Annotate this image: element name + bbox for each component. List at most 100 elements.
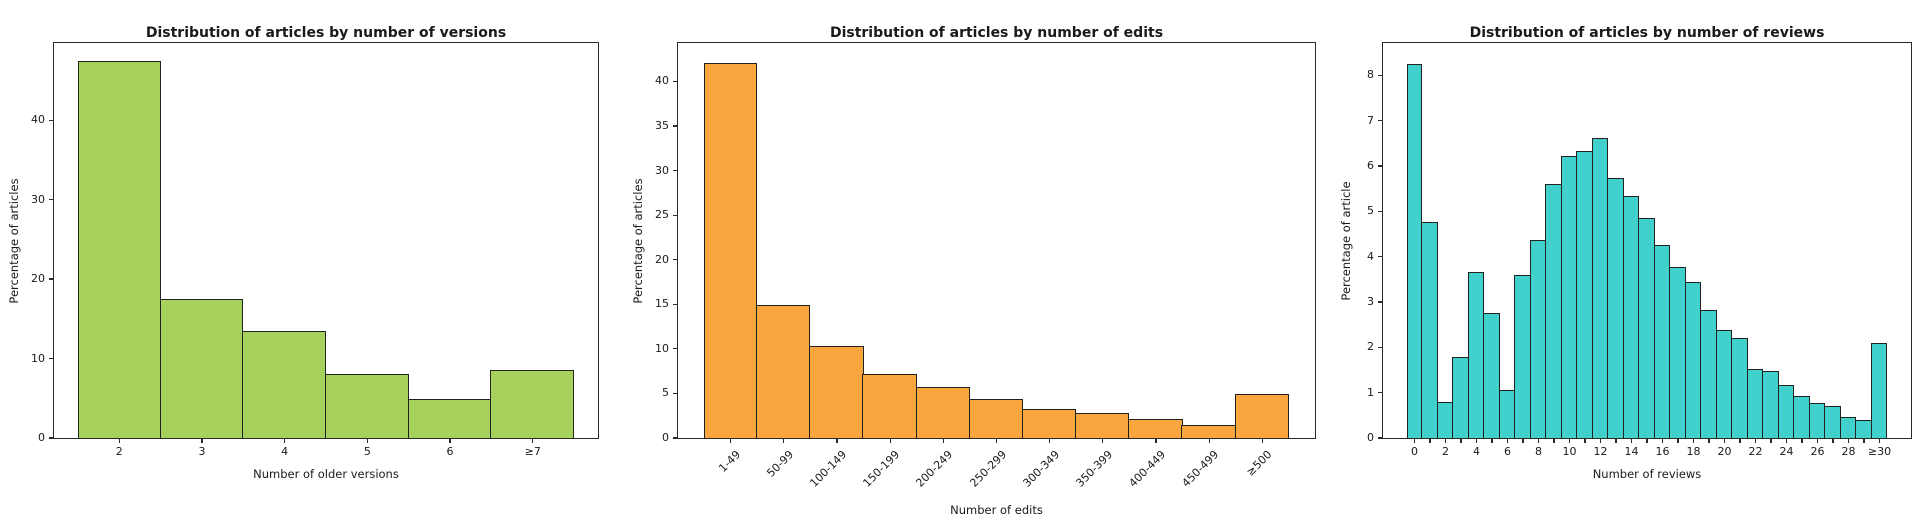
x-tick-mark xyxy=(1261,438,1263,443)
x-tick-mark xyxy=(1816,438,1819,443)
plot-area: 0 10 20 30 40 2 3 4 5 6 ≥7 xyxy=(31,42,599,458)
x-tick-mark xyxy=(942,438,944,443)
x-tick-label: 100-149 xyxy=(807,448,850,490)
y-tick-mark xyxy=(1378,301,1383,303)
x-tick-label: 22 xyxy=(1748,445,1763,458)
plot-area: 0 5 10 15 20 25 30 35 40 1-49 50-99 100-149 150-199 2… xyxy=(655,42,1316,490)
x-tick-mark xyxy=(118,438,120,443)
y-axis-label: Percentage of article xyxy=(1339,180,1353,301)
x-tick-mark xyxy=(783,438,785,443)
x-tick-label: 300-349 xyxy=(1020,448,1062,490)
bar xyxy=(77,60,161,438)
x-tick-label: 450-499 xyxy=(1179,448,1222,490)
bar xyxy=(490,370,575,438)
x-tick-label: 12 xyxy=(1593,445,1608,458)
y-tick-label: 20 xyxy=(31,272,45,286)
x-tick-mark xyxy=(1754,438,1757,443)
bar xyxy=(1808,403,1826,438)
bar xyxy=(1483,312,1500,438)
bar xyxy=(242,330,326,438)
bar xyxy=(1638,218,1655,438)
chart-title: Distribution of articles by number of ve… xyxy=(145,24,507,41)
y-tick-label: 20 xyxy=(655,252,669,266)
y-tick-label: 40 xyxy=(31,113,45,127)
x-tick-label: 18 xyxy=(1686,445,1701,458)
y-tick-label: 35 xyxy=(655,118,669,132)
chart-versions: Distribution of articles by number of ve… xyxy=(7,25,599,481)
bar xyxy=(1436,401,1454,438)
bar xyxy=(704,62,758,438)
y-tick-mark xyxy=(673,169,678,172)
x-tick-mark xyxy=(889,438,891,443)
x-tick-mark xyxy=(1785,438,1788,443)
y-tick-label: 10 xyxy=(655,341,669,355)
chart-title: Distribution of articles by number of re… xyxy=(1469,24,1825,41)
x-tick-mark xyxy=(1832,438,1834,443)
y-tick-mark xyxy=(1378,437,1383,439)
bar xyxy=(1684,282,1702,438)
x-tick-label: 14 xyxy=(1624,445,1639,458)
y-tick-label: 2 xyxy=(1367,340,1374,354)
bar xyxy=(1669,267,1686,438)
bar xyxy=(1421,221,1438,438)
x-tick-mark xyxy=(1049,438,1051,443)
bar xyxy=(1731,338,1748,438)
bar xyxy=(968,398,1024,438)
x-tick-mark xyxy=(1708,438,1710,443)
bar xyxy=(1576,150,1593,438)
x-tick-mark xyxy=(1553,438,1555,443)
bar xyxy=(1075,413,1130,438)
y-tick-label: 5 xyxy=(1367,204,1374,218)
y-tick-label: 7 xyxy=(1367,113,1374,127)
x-tick-mark xyxy=(1208,438,1210,443)
y-tick-label: 40 xyxy=(655,74,669,88)
bar xyxy=(1545,183,1562,438)
x-tick-mark xyxy=(1630,438,1633,443)
x-axis-label: Number of edits xyxy=(950,503,1043,517)
x-tick-mark xyxy=(1568,438,1571,443)
bar xyxy=(1700,310,1717,438)
bar xyxy=(324,374,409,438)
x-tick-label: 8 xyxy=(1535,445,1542,458)
y-tick-label: 25 xyxy=(655,208,669,222)
bar xyxy=(1870,343,1888,438)
y-tick-label: 3 xyxy=(1367,294,1374,308)
x-tick-label: 150-199 xyxy=(860,448,903,490)
bar xyxy=(1855,419,1872,438)
y-tick-label: 1 xyxy=(1367,385,1374,399)
bar xyxy=(1653,244,1671,438)
bar xyxy=(1452,356,1469,438)
y-tick-mark xyxy=(1378,346,1383,348)
bar xyxy=(1622,195,1640,438)
bar xyxy=(1406,63,1423,438)
x-tick-label: 5 xyxy=(363,445,371,458)
x-tick-label: 2 xyxy=(1442,445,1449,458)
x-tick-label: 0 xyxy=(1411,445,1418,458)
bar xyxy=(809,346,864,438)
chart-reviews: Distribution of articles by number of re… xyxy=(1339,25,1912,481)
y-tick-label: 10 xyxy=(31,351,45,365)
x-tick-mark xyxy=(1801,438,1803,443)
chart-edits: Distribution of articles by number of ed… xyxy=(631,25,1316,517)
y-tick-mark xyxy=(673,437,678,439)
x-tick-mark xyxy=(1460,438,1462,443)
x-tick-mark xyxy=(1429,438,1431,443)
x-tick-mark xyxy=(366,438,368,443)
x-tick-label: 24 xyxy=(1779,445,1794,458)
y-tick-mark xyxy=(49,198,54,201)
x-tick-label: ≥30 xyxy=(1867,445,1892,458)
x-tick-label: 3 xyxy=(198,445,206,458)
bar xyxy=(1777,384,1795,438)
y-tick-label: 30 xyxy=(31,192,45,206)
x-tick-label: 16 xyxy=(1655,445,1670,458)
x-tick-label: 400-449 xyxy=(1126,448,1169,490)
x-tick-label: 50-99 xyxy=(764,448,797,480)
x-axis-label: Number of older versions xyxy=(253,467,399,481)
x-tick-label: 26 xyxy=(1810,445,1825,458)
x-tick-label: ≥500 xyxy=(1243,448,1275,479)
x-tick-mark xyxy=(284,438,286,443)
y-axis-label: Percentage of articles xyxy=(631,177,645,304)
x-tick-mark xyxy=(1739,438,1741,443)
x-tick-mark xyxy=(1677,438,1679,443)
